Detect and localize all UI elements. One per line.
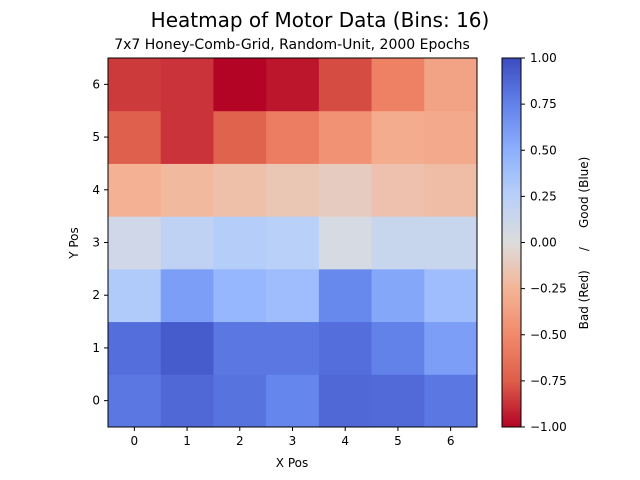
y-axis-label: Y Pos (67, 227, 81, 260)
heatmap-cell (266, 58, 320, 112)
colorbar-tick-label: −0.25 (530, 282, 567, 296)
heatmap-cell (160, 58, 214, 112)
y-tick-label: 3 (92, 236, 100, 250)
x-tick-label: 3 (289, 434, 297, 448)
heatmap-cell (213, 58, 267, 112)
x-axis-ticks: 0 1 2 3 4 5 6 (131, 427, 455, 448)
heatmap-cell (266, 163, 320, 217)
colorbar-tick-label: 0.25 (530, 189, 557, 203)
heatmap-cell (108, 321, 162, 375)
heatmap-cell (160, 216, 214, 270)
x-tick-label: 1 (183, 434, 191, 448)
heatmap-cell (424, 374, 478, 428)
heatmap-cell (266, 110, 320, 164)
heatmap-cell (318, 163, 373, 217)
colorbar (501, 57, 522, 428)
colorbar-tick-label: 1.00 (530, 51, 557, 65)
colorbar-tick-label: −0.75 (530, 374, 567, 388)
heatmap-cell (424, 58, 478, 112)
colorbar-tick-label: 0.75 (530, 97, 557, 111)
heatmap-cell (318, 268, 373, 323)
chart-subtitle: 7x7 Honey-Comb-Grid, Random-Unit, 2000 E… (114, 37, 470, 53)
heatmap-cell (160, 374, 214, 428)
heatmap-cell (318, 110, 373, 164)
y-tick-label: 5 (92, 130, 100, 144)
y-axis-ticks: 0 1 2 3 4 5 6 (92, 77, 108, 408)
y-tick-label: 4 (92, 183, 100, 197)
y-tick-label: 0 (92, 394, 100, 408)
heatmap-cell (160, 321, 214, 375)
y-tick-label: 6 (92, 77, 100, 91)
heatmap-cell (108, 268, 162, 323)
colorbar-label: Bad (Red) / Good (Blue) (577, 157, 591, 330)
heatmap-cell (318, 321, 373, 375)
heatmap-cell (108, 163, 162, 217)
heatmap-cell (108, 58, 162, 112)
heatmap-cell (266, 374, 320, 428)
heatmap-cell (160, 268, 214, 323)
heatmap-cell (424, 216, 478, 270)
colorbar-ticks: −1.00 −0.75 −0.50 −0.25 0.00 0.25 0.50 0.75 1.00 (521, 51, 567, 434)
x-tick-label: 4 (341, 434, 349, 448)
y-tick-label: 1 (92, 341, 100, 355)
heatmap-cell (371, 268, 425, 323)
chart-title: Heatmap of Motor Data (Bins: 16) (151, 8, 490, 32)
heatmap-cell (213, 216, 267, 270)
heatmap-cell (213, 321, 267, 375)
colorbar-tick-label: −0.50 (530, 328, 567, 342)
heatmap-cell (266, 268, 320, 323)
heatmap-cell (160, 163, 214, 217)
x-tick-label: 5 (394, 434, 402, 448)
heatmap-cell (213, 163, 267, 217)
heatmap-cell (371, 374, 425, 428)
heatmap-cell (371, 321, 425, 375)
colorbar-tick-label: 0.50 (530, 143, 557, 157)
x-tick-label: 2 (236, 434, 244, 448)
heatmap-cell (213, 374, 267, 428)
heatmap-cell (424, 321, 478, 375)
heatmap-cell (318, 58, 373, 112)
heatmap-cell (424, 110, 478, 164)
heatmap-cell (318, 374, 373, 428)
colorbar-tick-label: −1.00 (530, 420, 567, 434)
heatmap-cell (371, 216, 425, 270)
heatmap-cell (108, 110, 162, 164)
heatmap-cells (108, 58, 478, 428)
x-tick-label: 0 (131, 434, 139, 448)
heatmap-cell (213, 268, 267, 323)
heatmap-cell (371, 110, 425, 164)
heatmap-cell (424, 163, 478, 217)
heatmap-cell (318, 216, 373, 270)
heatmap-cell (108, 374, 162, 428)
heatmap-cell (424, 268, 478, 323)
x-tick-label: 6 (447, 434, 455, 448)
heatmap-cell (266, 216, 320, 270)
y-tick-label: 2 (92, 288, 100, 302)
x-axis-label: X Pos (276, 456, 308, 470)
colorbar-tick-label: 0.00 (530, 236, 557, 250)
heatmap-cell (266, 321, 320, 375)
heatmap-cell (108, 216, 162, 270)
heatmap-cell (371, 163, 425, 217)
heatmap-cell (371, 58, 425, 112)
heatmap-cell (213, 110, 267, 164)
heatmap-cell (160, 110, 214, 164)
